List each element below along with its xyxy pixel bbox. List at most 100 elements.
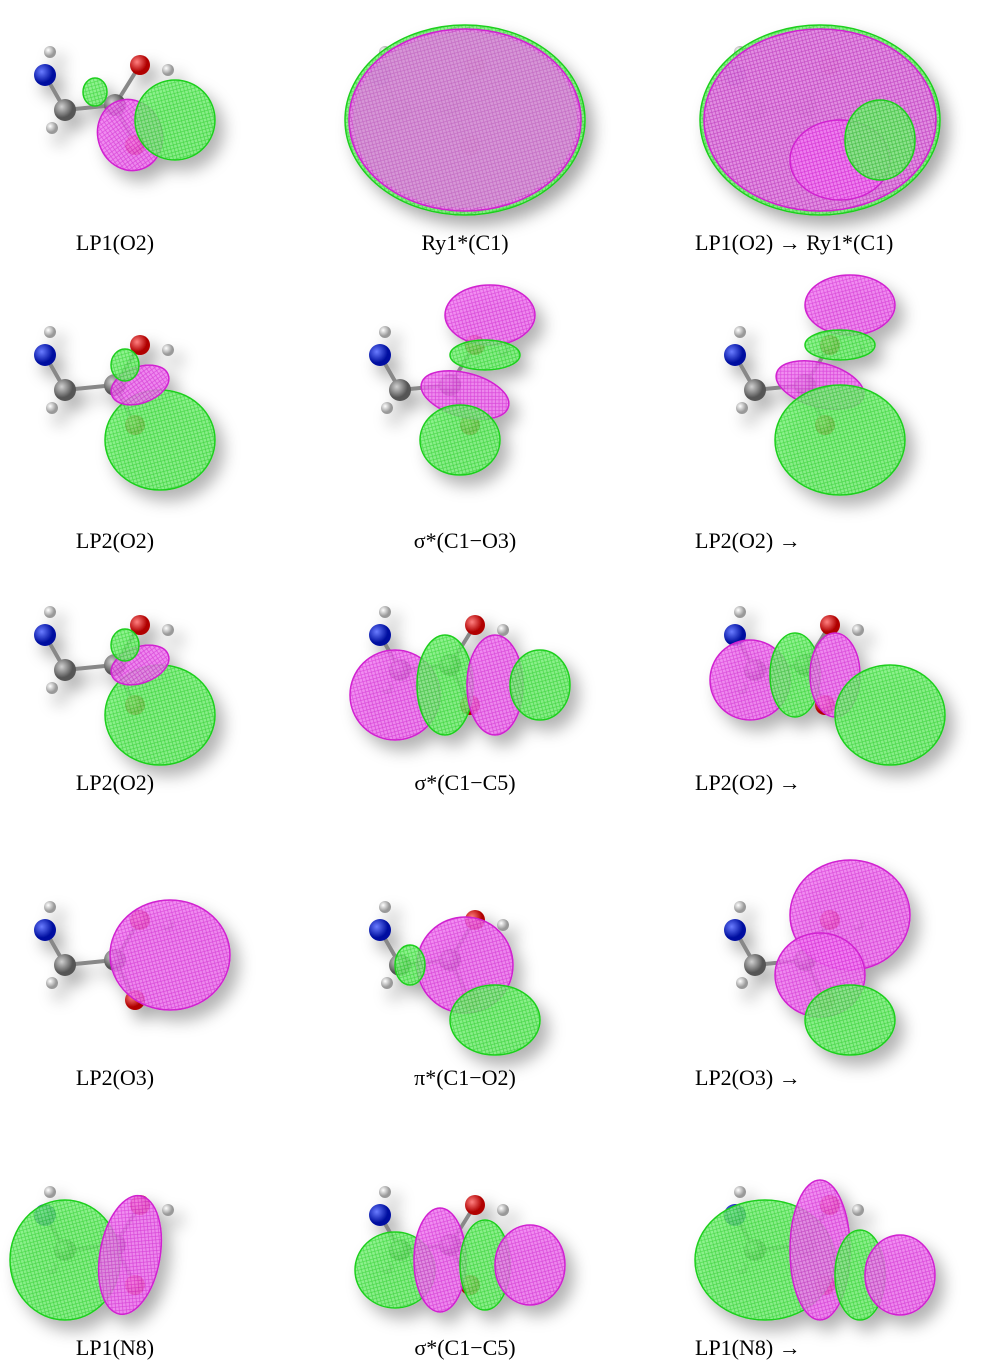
magenta-lobe xyxy=(805,275,895,335)
atom xyxy=(389,379,411,401)
orbital-panel xyxy=(355,1186,565,1312)
atom xyxy=(162,624,174,636)
atom xyxy=(497,919,509,931)
panel-label: LP1(N8) → xyxy=(695,1335,801,1360)
green-lobe xyxy=(83,78,107,106)
orbital-panel xyxy=(724,860,910,1055)
green-lobe xyxy=(420,405,500,475)
atom xyxy=(54,954,76,976)
green-lobe xyxy=(805,985,895,1055)
panel-label: σ*(C1−C5) xyxy=(414,1335,515,1360)
atom xyxy=(744,379,766,401)
orbital-panel xyxy=(695,1180,935,1320)
green-lobe xyxy=(845,100,915,180)
panel-label: LP2(O2) xyxy=(76,528,154,553)
atom xyxy=(46,977,58,989)
magenta-lobe xyxy=(414,1208,466,1312)
figure: LP1(O2) Ry1*(C1) LP1(O2) → Ry1*(C1) LP2(O2)… xyxy=(0,0,985,1369)
green-lobe xyxy=(111,349,139,381)
magenta-lobe xyxy=(495,1225,565,1305)
atom xyxy=(381,402,393,414)
green-lobe xyxy=(111,629,139,661)
inner xyxy=(353,32,577,208)
atom xyxy=(369,919,391,941)
atom xyxy=(852,1204,864,1216)
atom xyxy=(379,901,391,913)
atom xyxy=(130,55,150,75)
orbital-panel xyxy=(724,275,905,495)
atom xyxy=(162,344,174,356)
panel-label: σ*(C1−O3) xyxy=(414,528,516,553)
atom xyxy=(34,624,56,646)
orbital-panel xyxy=(350,606,570,740)
panel-label: LP1(O2) → Ry1*(C1) xyxy=(695,230,893,255)
atom xyxy=(46,682,58,694)
orbital-panel xyxy=(369,901,540,1055)
panel-label: LP2(O3) → xyxy=(695,1065,801,1090)
orbital-panel xyxy=(34,606,215,765)
atom xyxy=(44,606,56,618)
atom xyxy=(744,954,766,976)
magenta-lobe xyxy=(110,900,230,1010)
atom xyxy=(44,901,56,913)
atom xyxy=(381,977,393,989)
green-lobe xyxy=(395,945,425,985)
green-lobe xyxy=(135,80,215,160)
orbital-panel xyxy=(10,1186,174,1320)
green-lobe xyxy=(105,390,215,490)
orbital-panel xyxy=(34,46,215,180)
green-lobe xyxy=(805,330,875,360)
atom xyxy=(34,64,56,86)
orbital-panel xyxy=(369,285,535,475)
panel-label: σ*(C1−C5) xyxy=(414,770,515,795)
panel-label: LP2(O3) xyxy=(76,1065,154,1090)
atom xyxy=(852,624,864,636)
atom xyxy=(369,1204,391,1226)
atom xyxy=(44,46,56,58)
atom xyxy=(34,344,56,366)
atom xyxy=(44,1186,56,1198)
panel-label: LP2(O2) → xyxy=(695,528,801,553)
green-lobe xyxy=(835,665,945,765)
atom xyxy=(54,99,76,121)
atom xyxy=(54,379,76,401)
green-lobe xyxy=(417,635,473,735)
atom xyxy=(465,615,485,635)
panel-label: LP2(O2) xyxy=(76,770,154,795)
atom xyxy=(736,977,748,989)
green-lobe xyxy=(775,385,905,495)
atom xyxy=(497,624,509,636)
atom xyxy=(46,402,58,414)
atom xyxy=(734,901,746,913)
atom xyxy=(465,1195,485,1215)
panel-label: Ry1*(C1) xyxy=(421,230,508,255)
atom xyxy=(46,122,58,134)
orbital-panel xyxy=(700,25,940,215)
atom xyxy=(379,606,391,618)
atom xyxy=(734,606,746,618)
atom xyxy=(379,1186,391,1198)
atom xyxy=(734,326,746,338)
atom xyxy=(369,624,391,646)
green-lobe xyxy=(450,340,520,370)
orbital-panel xyxy=(34,326,215,490)
panel-label: LP1(N8) xyxy=(76,1335,154,1360)
atom xyxy=(724,919,746,941)
atom xyxy=(54,659,76,681)
orbital-panel xyxy=(345,25,585,215)
orbital-panel xyxy=(710,606,945,765)
green-lobe xyxy=(510,650,570,720)
green-lobe xyxy=(450,985,540,1055)
atom xyxy=(724,344,746,366)
atom xyxy=(820,615,840,635)
atom xyxy=(44,326,56,338)
atom xyxy=(734,1186,746,1198)
atom xyxy=(34,919,56,941)
panel-label: LP1(O2) xyxy=(76,230,154,255)
orbital-panel xyxy=(34,900,230,1010)
atom xyxy=(162,1204,174,1216)
atom xyxy=(369,344,391,366)
magenta-lobe xyxy=(445,285,535,345)
atom xyxy=(497,1204,509,1216)
panel-label: π*(C1−O2) xyxy=(414,1065,516,1090)
